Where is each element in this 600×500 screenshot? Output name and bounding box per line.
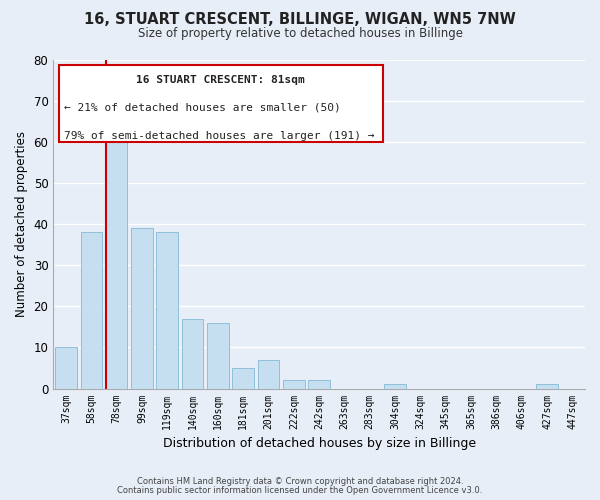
- Bar: [182, 318, 203, 388]
- Text: 79% of semi-detached houses are larger (191) →: 79% of semi-detached houses are larger (…: [64, 130, 374, 140]
- Bar: [283, 380, 305, 388]
- Bar: [536, 384, 558, 388]
- Text: Size of property relative to detached houses in Billinge: Size of property relative to detached ho…: [137, 28, 463, 40]
- Text: ← 21% of detached houses are smaller (50): ← 21% of detached houses are smaller (50…: [64, 102, 341, 113]
- Bar: [55, 348, 77, 389]
- Bar: [385, 384, 406, 388]
- Bar: [106, 114, 127, 388]
- Text: 16 STUART CRESCENT: 81sqm: 16 STUART CRESCENT: 81sqm: [136, 75, 305, 85]
- Bar: [232, 368, 254, 388]
- X-axis label: Distribution of detached houses by size in Billinge: Distribution of detached houses by size …: [163, 437, 476, 450]
- Text: Contains public sector information licensed under the Open Government Licence v3: Contains public sector information licen…: [118, 486, 482, 495]
- Bar: [157, 232, 178, 388]
- Text: Contains HM Land Registry data © Crown copyright and database right 2024.: Contains HM Land Registry data © Crown c…: [137, 477, 463, 486]
- Y-axis label: Number of detached properties: Number of detached properties: [15, 132, 28, 318]
- Bar: [80, 232, 102, 388]
- Bar: [258, 360, 279, 388]
- Text: 16, STUART CRESCENT, BILLINGE, WIGAN, WN5 7NW: 16, STUART CRESCENT, BILLINGE, WIGAN, WN…: [84, 12, 516, 28]
- FancyBboxPatch shape: [59, 65, 383, 142]
- Bar: [308, 380, 330, 388]
- Bar: [131, 228, 152, 388]
- Bar: [207, 323, 229, 388]
